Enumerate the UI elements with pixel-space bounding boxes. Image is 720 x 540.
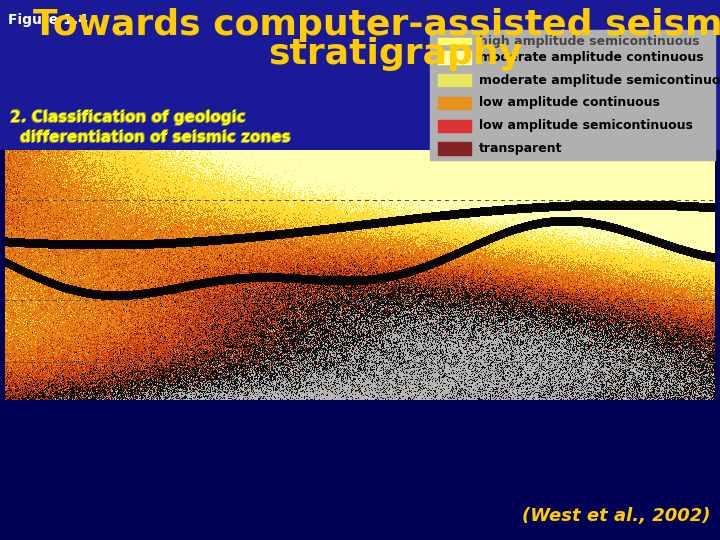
Text: 2. Classification of geologic: 2. Classification of geologic — [9, 111, 245, 126]
Text: Towards computer-assisted seismic: Towards computer-assisted seismic — [33, 8, 720, 42]
Bar — [0, 150, 720, 540]
Bar — [438, 143, 471, 155]
Text: differentiation of seismic zones: differentiation of seismic zones — [21, 129, 292, 144]
Text: 2. Classification of geologic: 2. Classification of geologic — [11, 109, 247, 124]
Text: moderate amplitude semicontinuous: moderate amplitude semicontinuous — [479, 73, 720, 87]
Bar — [438, 119, 471, 132]
Bar — [430, 30, 715, 160]
Text: (West et al., 2002): (West et al., 2002) — [521, 507, 710, 525]
Text: Figure 1.4: Figure 1.4 — [8, 13, 88, 27]
Text: differentiation of seismic zones: differentiation of seismic zones — [20, 130, 291, 145]
Bar — [438, 38, 471, 44]
Bar — [438, 51, 471, 64]
Text: low amplitude continuous: low amplitude continuous — [479, 97, 660, 110]
Text: 2. Classification of geologic: 2. Classification of geologic — [10, 110, 246, 125]
Bar — [438, 97, 471, 109]
Text: high amplitude semicontinuous: high amplitude semicontinuous — [479, 35, 700, 48]
Bar — [438, 74, 471, 86]
Text: moderate amplitude continuous: moderate amplitude continuous — [479, 51, 703, 64]
Text: stratigraphy: stratigraphy — [268, 37, 522, 71]
Text: low amplitude semicontinuous: low amplitude semicontinuous — [479, 119, 693, 132]
Text: differentiation of seismic zones: differentiation of seismic zones — [19, 131, 289, 146]
Text: transparent: transparent — [479, 142, 562, 155]
